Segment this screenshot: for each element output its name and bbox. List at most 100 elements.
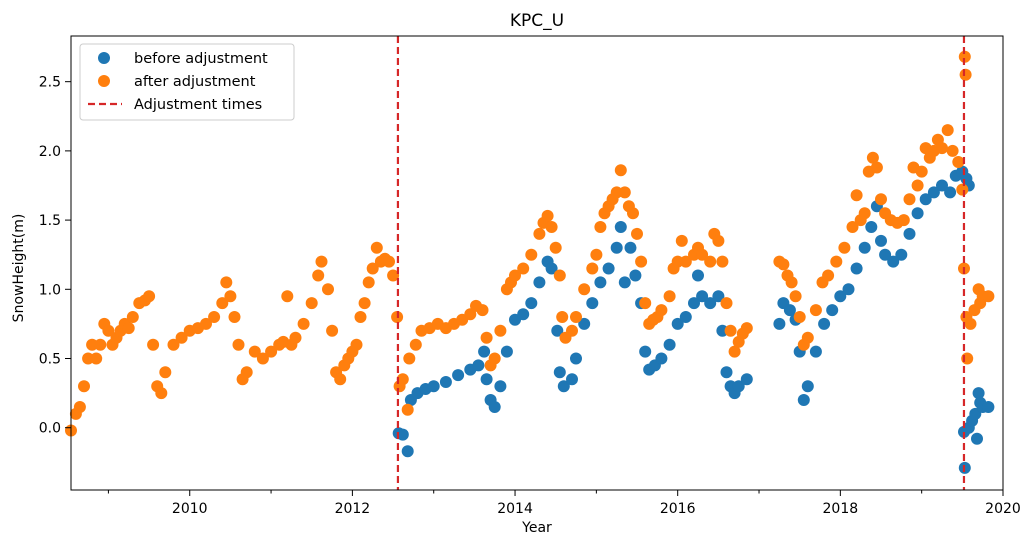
before-point: [704, 297, 717, 310]
after-point: [175, 331, 188, 344]
before-point: [663, 338, 676, 351]
before-point: [971, 432, 983, 445]
y-tick-label: 2.5: [39, 75, 61, 91]
after-point: [982, 290, 995, 303]
before-point: [452, 369, 465, 382]
after-point: [509, 269, 521, 282]
after-point: [663, 290, 676, 303]
after-point: [78, 380, 90, 393]
after-point: [167, 338, 180, 351]
after-point: [830, 255, 843, 268]
before-point: [919, 193, 932, 206]
after-point: [224, 290, 237, 303]
after-point: [362, 276, 375, 289]
before-point: [679, 311, 692, 323]
after-point: [952, 156, 965, 168]
after-point: [875, 193, 887, 206]
series-after: [65, 50, 995, 437]
legend-marker: [98, 52, 110, 64]
after-point: [256, 352, 269, 365]
after-point: [366, 262, 379, 275]
after-point: [586, 262, 599, 275]
after-point: [809, 304, 822, 317]
after-point: [533, 227, 546, 240]
after-point: [566, 324, 578, 337]
after-point: [959, 68, 972, 81]
before-point: [903, 227, 916, 240]
before-point: [557, 380, 570, 393]
before-point: [618, 276, 631, 289]
after-point: [696, 248, 709, 261]
y-tick-label: 0.0: [39, 421, 61, 437]
before-point: [732, 380, 745, 393]
legend: before adjustment after adjustment Adjustm…: [79, 43, 295, 121]
after-point: [126, 311, 139, 323]
before-point: [783, 304, 796, 317]
before-point: [875, 234, 887, 247]
before-point: [525, 297, 538, 310]
after-point: [866, 151, 879, 164]
after-point: [785, 276, 798, 289]
before-point: [972, 387, 985, 400]
after-point: [94, 338, 107, 351]
y-axis-label: SnowHeight(m): [11, 214, 27, 323]
before-point: [834, 290, 847, 303]
after-point: [228, 311, 241, 323]
after-point: [409, 338, 422, 351]
legend-box: [79, 43, 295, 121]
after-point: [903, 193, 916, 206]
x-tick-label: 2012: [335, 501, 371, 517]
after-point: [370, 241, 383, 254]
after-point: [846, 221, 859, 233]
before-point: [936, 179, 948, 192]
after-point: [102, 324, 115, 337]
after-point: [265, 345, 278, 358]
before-point: [818, 317, 831, 330]
after-point: [216, 297, 229, 310]
before-point: [887, 255, 900, 268]
after-point: [956, 183, 969, 196]
before-point: [879, 248, 892, 261]
before-point: [533, 276, 546, 289]
after-point: [897, 214, 910, 227]
after-point: [679, 255, 692, 268]
before-point: [624, 241, 637, 254]
after-point: [494, 324, 507, 337]
after-point: [396, 373, 409, 386]
before-point: [614, 221, 627, 233]
after-point: [525, 248, 538, 261]
after-point: [553, 269, 566, 282]
before-point: [472, 359, 485, 372]
before-point: [610, 241, 623, 254]
after-point: [334, 373, 347, 386]
x-axis-label: Year: [521, 520, 552, 536]
after-point: [403, 352, 416, 365]
after-point: [822, 269, 835, 282]
after-point: [289, 331, 302, 344]
after-point: [383, 255, 395, 268]
before-point: [858, 241, 871, 254]
before-point: [566, 373, 578, 386]
after-point: [578, 283, 591, 296]
after-point: [614, 164, 627, 177]
after-point: [248, 345, 261, 358]
after-point: [312, 269, 325, 282]
before-point: [740, 373, 753, 386]
after-point: [964, 317, 977, 330]
after-point: [946, 144, 959, 157]
after-point: [728, 345, 741, 358]
after-point: [793, 311, 806, 323]
after-point: [936, 142, 948, 155]
before-point: [655, 352, 668, 365]
after-point: [401, 403, 414, 416]
after-point: [631, 227, 643, 240]
after-point: [86, 338, 99, 351]
after-point: [716, 255, 729, 268]
before-point: [396, 428, 409, 441]
after-point: [387, 269, 400, 282]
after-point: [627, 207, 639, 220]
after-point: [208, 311, 221, 323]
legend-label: after adjustment: [134, 74, 256, 90]
after-point: [155, 387, 168, 400]
